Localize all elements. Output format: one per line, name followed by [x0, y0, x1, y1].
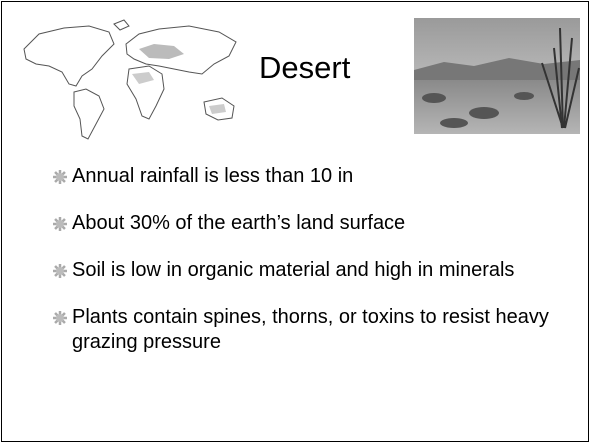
bullet-icon [53, 217, 67, 231]
bullet-icon [53, 170, 67, 184]
bullet-text: Annual rainfall is less than 10 in [72, 165, 354, 187]
bullet-list: Annual rainfall is less than 10 in About … [52, 164, 577, 377]
bullet-item: Plants contain spines, thorns, or toxins… [52, 305, 577, 355]
bullet-text: Plants contain spines, thorns, or toxins… [72, 306, 549, 353]
bullet-icon [53, 311, 67, 325]
desert-photo [414, 18, 580, 134]
world-map [23, 19, 237, 140]
bullet-item: Soil is low in organic material and high… [52, 258, 577, 283]
slide-title: Desert [259, 50, 351, 85]
bullet-item: Annual rainfall is less than 10 in [52, 164, 577, 189]
bullet-text: Soil is low in organic material and high… [72, 259, 515, 281]
bullet-icon [53, 264, 67, 278]
bullet-item: About 30% of the earth’s land surface [52, 211, 577, 236]
bullet-text: About 30% of the earth’s land surface [72, 212, 406, 234]
